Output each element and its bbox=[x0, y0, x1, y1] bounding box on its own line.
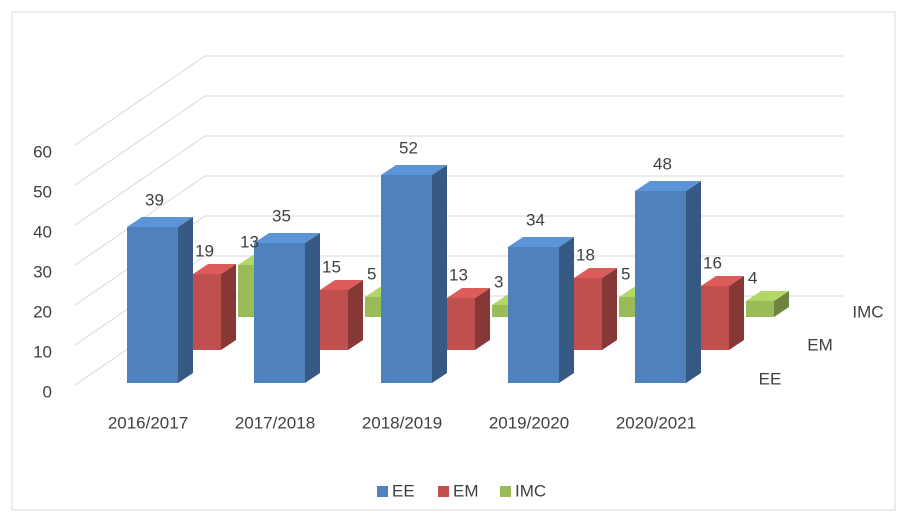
legend-label: EM bbox=[453, 481, 479, 500]
bar-front bbox=[447, 298, 475, 350]
bar-front bbox=[508, 247, 559, 383]
data-label: 52 bbox=[399, 138, 418, 157]
bar bbox=[447, 288, 490, 350]
data-label: 13 bbox=[240, 232, 259, 251]
bar-side bbox=[305, 233, 320, 383]
bar bbox=[746, 291, 789, 317]
bar-side bbox=[221, 264, 236, 350]
x-tick-label: 2017/2018 bbox=[235, 413, 315, 432]
y-tick-label: 50 bbox=[33, 182, 52, 201]
bar-front bbox=[701, 286, 729, 350]
bar bbox=[193, 264, 236, 350]
grid-line bbox=[74, 135, 843, 226]
bar-top bbox=[254, 233, 320, 243]
grid-line bbox=[74, 95, 843, 186]
legend-swatch bbox=[377, 486, 388, 497]
data-label: 34 bbox=[526, 210, 545, 229]
x-tick-label: 2016/2017 bbox=[108, 413, 188, 432]
bar-side bbox=[475, 288, 490, 350]
bar-top bbox=[381, 165, 447, 175]
y-tick-label: 10 bbox=[33, 342, 52, 361]
bar-top bbox=[193, 264, 236, 274]
y-tick-label: 20 bbox=[33, 302, 52, 321]
bar-front bbox=[193, 274, 221, 350]
bar-top bbox=[701, 276, 744, 286]
y-tick-label: 40 bbox=[33, 222, 52, 241]
y-tick-label: 0 bbox=[43, 382, 52, 401]
grid-line bbox=[74, 215, 843, 306]
grid-line bbox=[74, 55, 843, 146]
bar bbox=[701, 276, 744, 350]
data-label: 35 bbox=[272, 206, 291, 225]
legend-label: IMC bbox=[515, 481, 546, 500]
bar-front bbox=[635, 191, 686, 383]
bar-front bbox=[381, 175, 432, 383]
bar bbox=[574, 268, 617, 350]
bar-front bbox=[320, 290, 348, 350]
depth-label: IMC bbox=[852, 302, 883, 321]
depth-label: EE bbox=[759, 369, 782, 388]
bar bbox=[381, 165, 447, 383]
data-label: 16 bbox=[703, 253, 722, 272]
legend-label: EE bbox=[392, 481, 415, 500]
bar-side bbox=[774, 291, 789, 317]
bar bbox=[320, 280, 363, 350]
bar-front bbox=[127, 227, 178, 383]
data-label: 4 bbox=[748, 268, 757, 287]
data-label: 3 bbox=[494, 272, 503, 291]
bar bbox=[508, 237, 574, 383]
bar-side bbox=[432, 165, 447, 383]
bar-top bbox=[447, 288, 490, 298]
bar-side bbox=[729, 276, 744, 350]
bar-top bbox=[127, 217, 193, 227]
y-tick-label: 30 bbox=[33, 262, 52, 281]
x-tick-label: 2020/2021 bbox=[616, 413, 696, 432]
bar-top bbox=[320, 280, 363, 290]
x-tick-label: 2019/2020 bbox=[489, 413, 569, 432]
bar-front bbox=[746, 301, 774, 317]
bar-front bbox=[574, 278, 602, 350]
bar bbox=[127, 217, 193, 383]
bar-side bbox=[559, 237, 574, 383]
grid-line bbox=[74, 175, 843, 266]
data-label: 48 bbox=[653, 154, 672, 173]
bar-side bbox=[348, 280, 363, 350]
bar-top bbox=[635, 181, 701, 191]
bar-front bbox=[254, 243, 305, 383]
data-label: 5 bbox=[621, 264, 630, 283]
data-label: 19 bbox=[195, 241, 214, 260]
y-tick-label: 60 bbox=[33, 142, 52, 161]
bar-side bbox=[178, 217, 193, 383]
x-tick-label: 2018/2019 bbox=[362, 413, 442, 432]
bar bbox=[254, 233, 320, 383]
depth-label: EM bbox=[807, 335, 833, 354]
data-label: 39 bbox=[145, 190, 164, 209]
bar bbox=[635, 181, 701, 383]
bar-side bbox=[602, 268, 617, 350]
data-label: 15 bbox=[322, 257, 341, 276]
data-label: 13 bbox=[449, 265, 468, 284]
data-label: 5 bbox=[367, 264, 376, 283]
bar-top bbox=[574, 268, 617, 278]
legend-swatch bbox=[500, 486, 511, 497]
bar-top bbox=[746, 291, 789, 301]
bar-side bbox=[686, 181, 701, 383]
grid-line bbox=[74, 255, 843, 346]
legend-swatch bbox=[438, 486, 449, 497]
bar-top bbox=[508, 237, 574, 247]
data-label: 18 bbox=[576, 245, 595, 264]
